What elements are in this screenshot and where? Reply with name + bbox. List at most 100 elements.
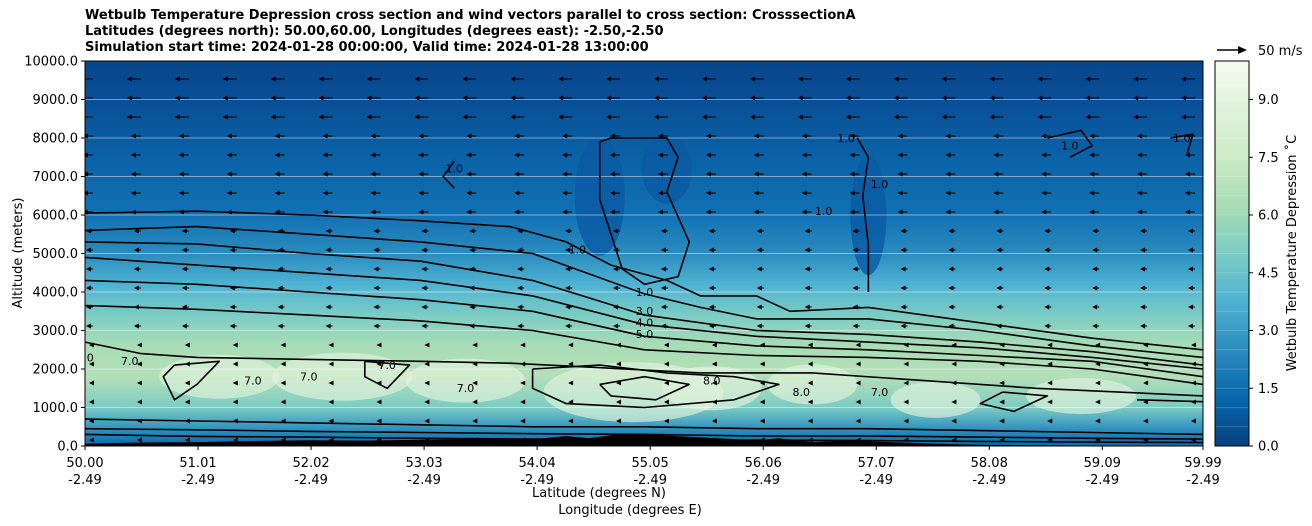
contour-line-15 [162, 360, 221, 401]
wind-vector-213 [1092, 228, 1100, 234]
wind-vector-155 [610, 190, 621, 196]
wind-vector-78 [370, 133, 381, 139]
wind-vector-368 [472, 361, 478, 367]
wind-vector-293 [325, 304, 333, 310]
wind-vector-89 [897, 133, 908, 139]
wind-vector-212 [1044, 228, 1052, 234]
wind-vector-230 [756, 247, 764, 253]
wind-vector-301 [708, 304, 716, 310]
wind-vector-302 [756, 304, 764, 310]
wind-vector-446 [759, 418, 765, 424]
y-tick-label-4: 4000.0 [33, 286, 79, 301]
contour-lines [85, 129, 1203, 444]
wind-vector-30 [366, 95, 381, 101]
wind-vector-82 [562, 133, 573, 139]
contour-label-0: 1.0 [636, 286, 654, 299]
wind-vector-245 [325, 266, 333, 272]
wind-vector-201 [517, 228, 525, 234]
wind-vector-17 [893, 76, 908, 82]
wind-vector-383 [1191, 361, 1196, 367]
wind-vector-96 [85, 152, 93, 158]
wind-vector-244 [277, 266, 285, 272]
wind-vector-14 [749, 76, 764, 82]
wind-vector-134 [753, 171, 764, 177]
colorbar-frame [1214, 60, 1250, 447]
x-tick-label-lon-4: -2.49 [520, 473, 554, 488]
wind-vector-346 [568, 342, 574, 348]
wind-vector-241 [133, 266, 141, 272]
wind-vector-332 [1044, 323, 1052, 329]
contour-line-2 [85, 241, 1203, 366]
wind-vector-161 [897, 190, 908, 196]
wind-vector-171 [226, 209, 237, 215]
wind-vector-433 [136, 418, 142, 424]
wind-vector-370 [568, 361, 574, 367]
wind-vector-273 [517, 285, 525, 291]
wind-vector-442 [568, 418, 574, 424]
wind-vector-233 [900, 247, 908, 253]
colorbar-tick-label-1: 1.5 [1258, 382, 1279, 397]
upper-field-blob-3 [448, 158, 461, 179]
x-tick-label-lon-9: -2.49 [1085, 473, 1119, 488]
wind-vector-424 [855, 399, 861, 405]
wind-vector-123 [226, 171, 237, 177]
wind-vector-100 [274, 152, 285, 158]
wind-vector-21 [1085, 76, 1100, 82]
y-axis: 0.0 1000.0 2000.0 3000.0 4000.0 5000.0 6000.0 7… [24, 55, 85, 455]
wind-vector-309 [1092, 304, 1100, 310]
wind-vector-104 [466, 152, 477, 158]
wind-vector-35 [606, 95, 621, 101]
wind-vector-179 [610, 209, 621, 215]
x-axis-label-latitude: Latitude (degrees N) [532, 486, 666, 501]
wind-vector-67 [989, 114, 1004, 120]
wind-vector-292 [277, 304, 285, 310]
wind-vector-449 [903, 418, 909, 424]
wind-vector-411 [232, 399, 238, 405]
wind-vector-250 [565, 266, 573, 272]
wind-vector-165 [1089, 190, 1100, 196]
wind-vector-345 [520, 342, 526, 348]
quiver-key: 50 m/s [1217, 44, 1303, 59]
wind-vector-146 [178, 190, 189, 196]
contour-label-3: 5.0 [636, 328, 654, 341]
wind-vector-110 [753, 152, 764, 158]
contour-label-13: 1.0 [871, 178, 889, 191]
wind-vector-236 [1044, 247, 1052, 253]
wind-vector-252 [660, 266, 668, 272]
moist-core-blob-2 [405, 358, 526, 403]
contour-line-18 [599, 375, 691, 401]
chart-title-line-1: Wetbulb Temperature Depression cross sec… [85, 8, 856, 23]
wind-vector-475 [999, 437, 1005, 443]
wind-vector-299 [613, 304, 621, 310]
wind-vector-2 [174, 76, 189, 82]
wind-vector-167 [1185, 190, 1195, 196]
wind-vector-166 [1137, 190, 1148, 196]
wind-vector-71 [1181, 114, 1195, 120]
wind-vector-337 [136, 342, 142, 348]
wind-vector-93 [1089, 133, 1100, 139]
wind-vector-7 [414, 76, 429, 82]
wind-vector-419 [616, 399, 622, 405]
wind-vector-154 [562, 190, 573, 196]
wind-vector-428 [1047, 399, 1053, 405]
wind-vector-51 [222, 114, 237, 120]
wind-vector-94 [1137, 133, 1148, 139]
wind-vector-229 [708, 247, 716, 253]
wind-vector-281 [900, 285, 908, 291]
wind-vector-91 [993, 133, 1004, 139]
x-tick-label-lat-5: 55.05 [632, 456, 669, 471]
wind-vector-111 [801, 152, 812, 158]
wind-vector-55 [414, 114, 429, 120]
contour-line-3 [85, 256, 1203, 370]
wind-vector-226 [565, 247, 573, 253]
wind-vector-445 [711, 418, 717, 424]
wind-vector-191 [1185, 209, 1195, 215]
contour-label-12: 1.0 [815, 205, 833, 218]
wind-vector-357 [1095, 342, 1101, 348]
wind-vector-28 [270, 95, 285, 101]
wind-vector-50 [174, 114, 189, 120]
wind-vector-443 [616, 418, 622, 424]
wind-vector-117 [1089, 152, 1100, 158]
wind-vector-95 [1185, 133, 1195, 139]
wind-vector-382 [1143, 361, 1149, 367]
